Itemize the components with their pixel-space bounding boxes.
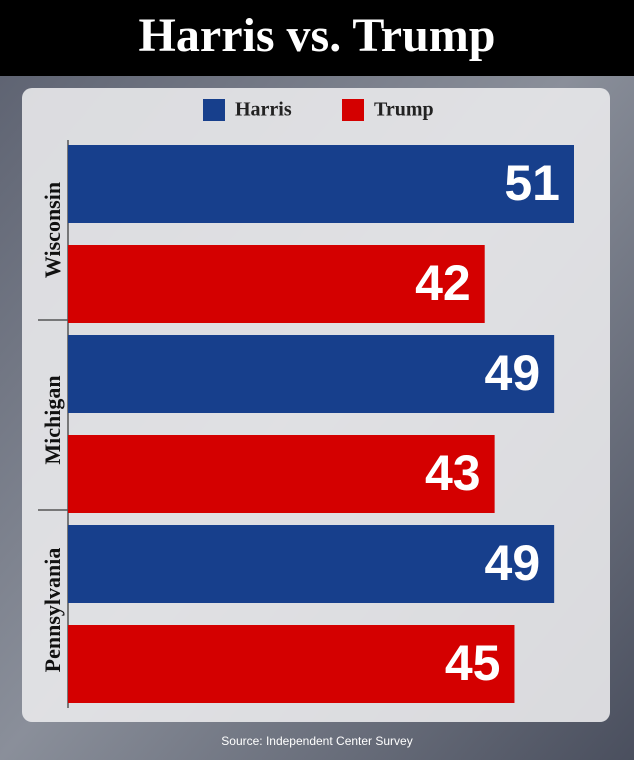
value-label: 49 [485,345,541,401]
category-label: Wisconsin [40,182,65,278]
value-label: 51 [504,155,560,211]
bar [68,525,555,603]
legend-swatch [342,99,364,121]
value-label: 49 [485,535,541,591]
value-label: 42 [415,255,471,311]
chart-title: Harris vs. Trump [139,9,496,62]
bar [68,245,485,323]
bar [68,625,515,703]
legend-swatch [203,99,225,121]
legend-label: Harris [235,99,292,121]
category-label: Michigan [40,375,65,464]
legend-label: Trump [374,99,434,121]
bar [68,435,495,513]
title-bar [0,0,634,76]
value-label: 43 [425,445,481,501]
value-label: 45 [445,635,501,691]
bar [68,335,555,413]
category-label: Pennsylvania [40,548,65,673]
source: Source: Independent Center Survey [221,734,412,748]
bar [68,145,574,223]
